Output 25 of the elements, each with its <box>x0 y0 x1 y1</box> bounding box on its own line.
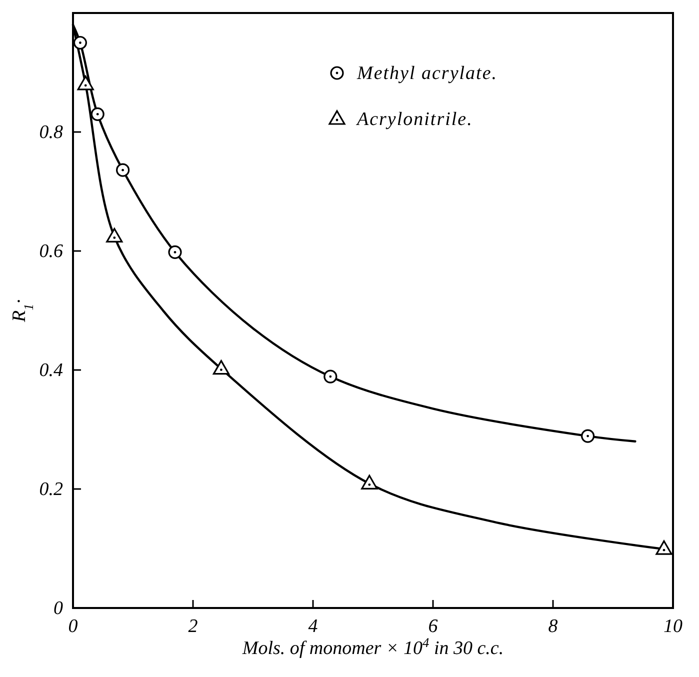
legend-label: Methyl acrylate. <box>356 63 498 84</box>
point <box>656 540 672 555</box>
x-tick-label: 10 <box>664 616 683 637</box>
point <box>324 370 338 384</box>
point <box>116 163 130 177</box>
y-tick-label: 0.8 <box>39 122 64 143</box>
point <box>581 429 595 443</box>
y-tick-label: 0.4 <box>39 360 64 381</box>
point <box>168 245 182 259</box>
point <box>361 474 378 490</box>
point <box>90 107 104 121</box>
x-tick-label: 4 <box>308 616 318 637</box>
x-tick-label: 6 <box>428 616 438 637</box>
x-tick-label: 0 <box>68 616 78 637</box>
y-tick-label: 0.6 <box>39 241 64 262</box>
point <box>106 228 123 243</box>
y-tick-label: 0 <box>54 598 64 619</box>
point <box>73 36 87 50</box>
y-tick-label: 0.2 <box>39 479 64 500</box>
legend-label: Acrylonitrile. <box>355 109 473 130</box>
x-axis-title: Mols. of monomer × 10$^{4}$ in 30 c.c. <box>241 634 504 659</box>
point <box>77 76 94 90</box>
x-tick-label: 2 <box>188 616 198 637</box>
x-tick-label: 8 <box>548 616 558 637</box>
point <box>212 360 230 375</box>
